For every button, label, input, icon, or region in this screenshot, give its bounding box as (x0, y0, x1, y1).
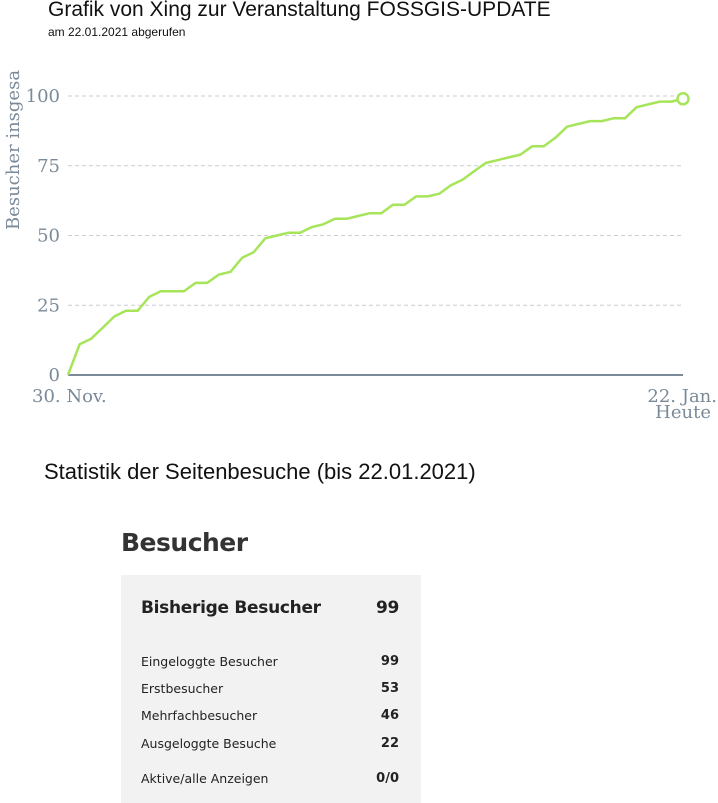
total-visitors-row: Bisherige Besucher 99 (141, 598, 399, 618)
y-tick-label: 50 (37, 226, 60, 247)
x-tick-label: 30. Nov. (32, 386, 107, 407)
y-tick-label: 25 (37, 295, 60, 316)
y-axis-label: Besucher insgesa (3, 70, 24, 230)
stats-heading: Statistik der Seitenbesuche (bis 22.01.2… (44, 459, 476, 484)
stats-row-value: 46 (380, 708, 399, 723)
stats-row-value: 22 (380, 736, 399, 751)
stats-row: Ausgeloggte Besuche 22 (141, 736, 399, 751)
stats-row: Aktive/alle Anzeigen 0/0 (141, 771, 399, 786)
stats-row-label: Ausgeloggte Besuche (141, 736, 277, 751)
page-title: Grafik von Xing zur Veranstaltung FOSSGI… (48, 0, 551, 21)
stats-row-label: Mehrfachbesucher (141, 708, 258, 723)
y-tick-label: 100 (26, 86, 60, 107)
last-point-marker (676, 92, 690, 106)
stats-row-value: 0/0 (376, 771, 399, 786)
stats-row-value: 99 (380, 654, 399, 669)
y-tick-label: 75 (37, 156, 60, 177)
stats-row: Erstbesucher 53 (141, 681, 399, 696)
stats-row: Mehrfachbesucher 46 (141, 708, 399, 723)
page-subtitle: am 22.01.2021 abgerufen (48, 25, 186, 39)
x-end-sublabel: Heute (655, 402, 711, 423)
stats-row-label: Erstbesucher (141, 681, 224, 696)
x-tick-label: 22. Jan. (647, 386, 717, 407)
visitor-series-line (66, 97, 684, 376)
total-visitors-value: 99 (375, 598, 399, 618)
stats-row-value: 53 (380, 681, 399, 696)
y-tick-label: 0 (49, 365, 60, 386)
stats-row-label: Eingeloggte Besucher (141, 654, 278, 669)
stats-row: Eingeloggte Besucher 99 (141, 654, 399, 669)
stats-row-label: Aktive/alle Anzeigen (141, 771, 269, 786)
total-visitors-label: Bisherige Besucher (141, 598, 321, 618)
visitors-box-title: Besucher (121, 528, 248, 557)
visitors-stats-box: Bisherige Besucher 99 Eingeloggte Besuch… (121, 575, 421, 803)
